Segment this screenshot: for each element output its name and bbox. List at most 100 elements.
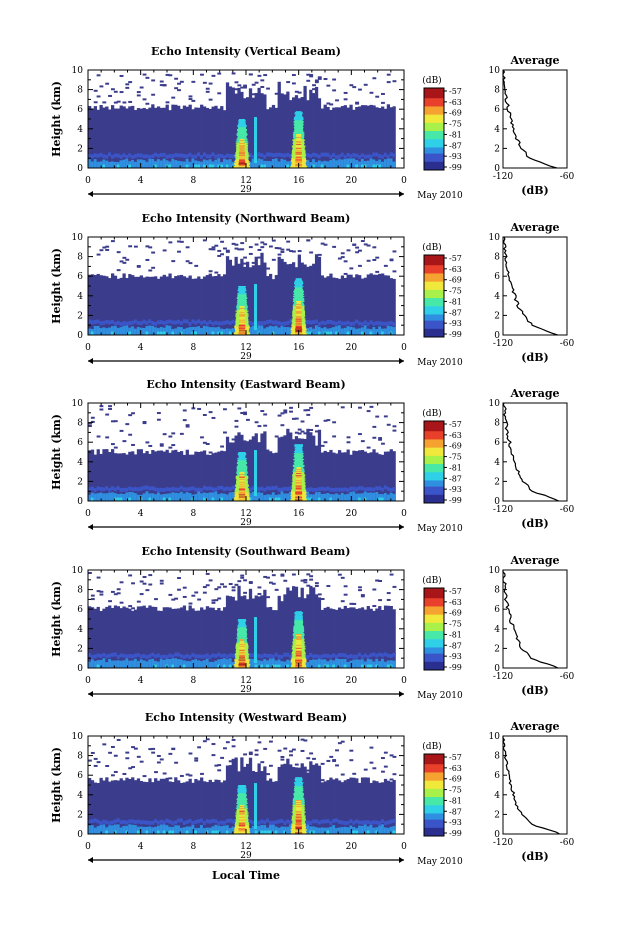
column-core bbox=[238, 488, 246, 490]
echo-bin bbox=[383, 152, 388, 157]
column-core bbox=[295, 647, 302, 649]
echo-bin bbox=[280, 574, 285, 577]
colorbar-tick-label: -93 bbox=[449, 152, 462, 161]
colorbar-bin bbox=[424, 322, 444, 326]
echo-bin bbox=[99, 486, 103, 491]
echo-bin bbox=[139, 654, 143, 659]
date-month-year: May 2010 bbox=[417, 857, 463, 867]
echo-bin bbox=[116, 660, 120, 668]
x-tick-label: 4 bbox=[138, 842, 144, 852]
echo-bin bbox=[156, 153, 161, 158]
colorbar-bin bbox=[424, 661, 444, 665]
colorbar-bin bbox=[424, 129, 444, 132]
echo-bin bbox=[197, 746, 202, 749]
colorbar-tick-label: -75 bbox=[449, 287, 462, 296]
echo-bin bbox=[102, 824, 106, 834]
echo-bin bbox=[102, 652, 106, 657]
echo-bin bbox=[136, 778, 141, 834]
echo-bin bbox=[217, 331, 221, 335]
column-core bbox=[238, 484, 246, 486]
column-core bbox=[238, 828, 246, 830]
colorbar-bin bbox=[424, 470, 444, 473]
y-tick-label: 6 bbox=[77, 438, 83, 448]
echo-bin bbox=[110, 745, 115, 748]
echo-bin bbox=[162, 433, 167, 436]
column-bin bbox=[292, 298, 305, 301]
echo-bin bbox=[277, 256, 281, 335]
colorbar-tick-label: -99 bbox=[449, 163, 462, 172]
column-core bbox=[295, 320, 302, 322]
echo-bin bbox=[360, 493, 365, 501]
echo-bin bbox=[383, 827, 388, 834]
avg-profile-line bbox=[502, 402, 560, 502]
echo-bin bbox=[392, 153, 396, 158]
echo-bin bbox=[309, 487, 313, 492]
colorbar-bin bbox=[424, 466, 444, 469]
echo-bin bbox=[286, 659, 290, 668]
column-core bbox=[295, 154, 302, 156]
echo-bin bbox=[283, 594, 287, 668]
colorbar-bin bbox=[424, 645, 444, 648]
echo-bin bbox=[185, 820, 189, 824]
echo-bin bbox=[323, 819, 327, 824]
echo-bin bbox=[329, 273, 333, 335]
column-core bbox=[239, 642, 245, 644]
echo-bin bbox=[260, 252, 264, 335]
colorbar-bin bbox=[424, 263, 444, 266]
echo-bin bbox=[392, 487, 396, 492]
echo-bin bbox=[116, 486, 120, 490]
echo-bin bbox=[197, 152, 201, 157]
echo-bin bbox=[168, 593, 173, 596]
echo-bin bbox=[202, 781, 207, 834]
echo-bin bbox=[136, 276, 141, 335]
echo-bin bbox=[174, 658, 178, 668]
echo-bin bbox=[337, 325, 342, 335]
echo-bin bbox=[162, 84, 167, 87]
column-core bbox=[295, 645, 302, 647]
echo-bin bbox=[309, 331, 313, 335]
y-tick-label: 0 bbox=[77, 497, 83, 507]
echo-bin bbox=[162, 772, 167, 775]
echo-bin bbox=[314, 659, 319, 668]
colorbar-bin bbox=[424, 255, 444, 258]
echo-bin bbox=[309, 761, 313, 834]
column-bin bbox=[294, 624, 304, 627]
echo-bin bbox=[90, 819, 95, 824]
echo-bin bbox=[266, 276, 270, 335]
echo-bin bbox=[102, 154, 106, 159]
colorbar-bin bbox=[424, 459, 444, 463]
echo-bin bbox=[389, 660, 393, 668]
column-core bbox=[295, 487, 302, 489]
echo-bin bbox=[105, 662, 109, 668]
echo-bin bbox=[211, 601, 216, 604]
echo-bin bbox=[214, 764, 219, 767]
column-core bbox=[239, 473, 245, 475]
echo-bin bbox=[263, 413, 268, 416]
echo-bin bbox=[223, 451, 227, 501]
echo-bin bbox=[179, 654, 184, 659]
colorbar-bin bbox=[424, 433, 444, 436]
echo-bin bbox=[108, 405, 112, 408]
echo-bin bbox=[225, 153, 230, 158]
column-core bbox=[239, 805, 245, 807]
echo-bin bbox=[108, 605, 112, 668]
echo-bin bbox=[389, 754, 394, 757]
echo-bin bbox=[145, 655, 149, 660]
echo-bin bbox=[88, 487, 92, 492]
echo-bin bbox=[217, 607, 221, 668]
avg-y-tick-label: 8 bbox=[494, 419, 500, 429]
avg-y-tick-label: 6 bbox=[494, 605, 500, 615]
echo-bin bbox=[202, 609, 207, 668]
echo-bin bbox=[306, 159, 310, 168]
echo-bin bbox=[383, 485, 388, 490]
colorbar-bin bbox=[424, 624, 444, 628]
echo-bin bbox=[133, 780, 138, 834]
echo-bin bbox=[303, 739, 308, 742]
echo-bin bbox=[346, 326, 350, 335]
echo-bin bbox=[375, 329, 379, 335]
echo-bin bbox=[257, 592, 262, 595]
column-bin bbox=[293, 121, 304, 124]
echo-bin bbox=[309, 752, 314, 755]
echo-bin bbox=[372, 164, 376, 168]
colorbar-bin bbox=[424, 486, 444, 490]
